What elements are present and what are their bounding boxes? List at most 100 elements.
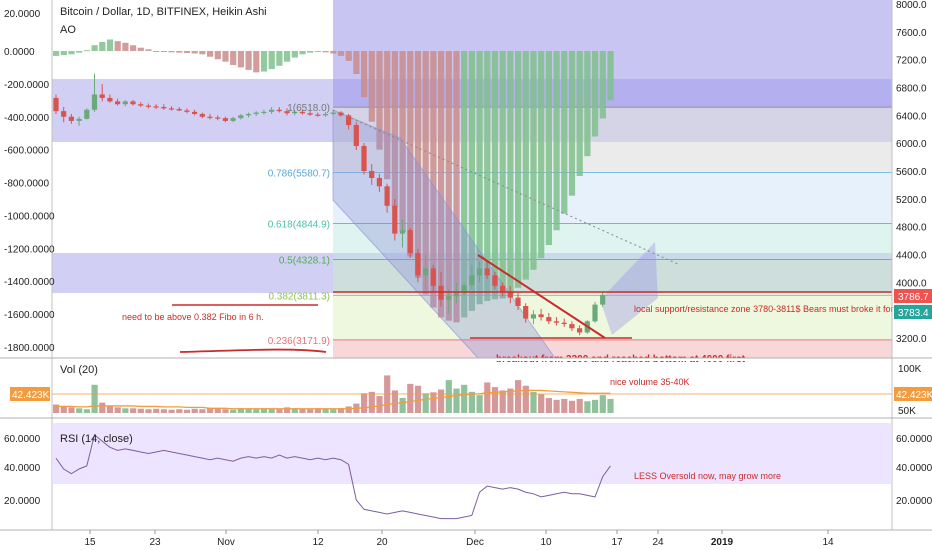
volume-bar xyxy=(337,408,345,413)
candle-body xyxy=(546,317,552,322)
ao-bar xyxy=(268,51,275,70)
time-tick-label: 23 xyxy=(149,537,161,548)
candle-body xyxy=(245,113,252,116)
volume-bar xyxy=(230,409,237,413)
price-tag-upper: 3786.7 xyxy=(898,292,929,303)
candle-body xyxy=(461,285,467,293)
rsi-left-20: 20.0000 xyxy=(4,496,41,507)
candle-body xyxy=(292,111,298,114)
ao-bar xyxy=(76,51,83,53)
ao-bar xyxy=(337,51,345,56)
left-axis-tick: -800.0000 xyxy=(4,179,49,190)
candle-body xyxy=(353,125,359,146)
ao-bar xyxy=(545,51,552,246)
right-axis-tick: 7600.0 xyxy=(896,28,927,39)
volume-tag-left-bg xyxy=(10,387,50,401)
right-axis-tick: 5200.0 xyxy=(896,195,927,206)
volume-bar xyxy=(438,389,445,413)
volume-bar xyxy=(76,408,83,413)
candle-body xyxy=(392,205,398,234)
candle-body xyxy=(338,112,344,116)
volume-axis-50k: 50K xyxy=(898,406,916,417)
candle-body xyxy=(269,109,275,112)
rsi-left-40: 40.0000 xyxy=(4,463,41,474)
fib-level-label: 0.236(3171.9) xyxy=(268,336,330,347)
volume-bar xyxy=(422,393,429,413)
volume-bar xyxy=(561,398,568,413)
time-tick-label: 17 xyxy=(611,537,623,548)
candle-body xyxy=(446,296,452,300)
volume-tag-right: 42.423K xyxy=(896,390,932,401)
candle-body xyxy=(84,109,90,119)
ao-bar xyxy=(330,51,337,54)
volume-bar xyxy=(91,384,98,413)
volume-title: Vol (20) xyxy=(60,364,98,376)
ao-bar xyxy=(130,45,137,51)
price-candles xyxy=(53,73,606,336)
volume-bar xyxy=(276,409,283,413)
price-tag-lower-bg xyxy=(894,305,932,319)
time-axis[interactable]: 15 23 Nov 12 20 Dec 10 17 24 2019 14 xyxy=(84,530,834,548)
volume-bar xyxy=(468,391,475,413)
ao-bar xyxy=(83,50,90,52)
ao-bar xyxy=(607,51,614,101)
volume-bar xyxy=(345,406,352,413)
volume-bar xyxy=(476,395,483,413)
ao-bar xyxy=(160,51,167,52)
candle-body xyxy=(577,328,583,333)
ao-bar xyxy=(530,51,537,270)
main-panel[interactable]: 1(6518.0) 0.786(5580.7) 0.618(4844.9) 0.5(4… xyxy=(52,0,893,365)
volume-panel[interactable]: Vol (20) nice volume 35-40K 42.423K 42.4… xyxy=(10,364,932,417)
volume-bar xyxy=(399,397,406,413)
ao-bar xyxy=(553,51,560,231)
volume-bar xyxy=(284,407,291,413)
ao-bar xyxy=(368,51,375,122)
volume-bar xyxy=(307,409,314,413)
candle-body xyxy=(192,111,198,114)
ao-bar xyxy=(260,51,268,72)
left-axis-tick: -1600.0000 xyxy=(4,310,55,321)
candle-body xyxy=(330,112,336,114)
rsi-panel[interactable]: RSI (14, close) LESS Oversold now, may g… xyxy=(4,423,932,520)
left-axis-tick: -1400.0000 xyxy=(4,277,55,288)
volume-bar xyxy=(214,408,221,413)
volume-bars xyxy=(53,375,614,413)
candle-body xyxy=(515,297,521,306)
candle-body xyxy=(222,118,228,121)
candle-body xyxy=(553,321,560,323)
ao-bar xyxy=(322,51,329,53)
ao-bar xyxy=(522,51,529,280)
ao-bar xyxy=(353,51,360,75)
ao-bar xyxy=(168,51,175,53)
chart-title: Bitcoin / Dollar, 1D, BITFINEX, Heikin A… xyxy=(60,6,267,18)
fib-level-labels: 1(6518.0) 0.786(5580.7) 0.618(4844.9) 0.5(4… xyxy=(268,103,330,347)
candle-body xyxy=(76,118,82,121)
ao-indicator-label: AO xyxy=(60,24,76,36)
volume-bar xyxy=(168,409,175,413)
candle-body xyxy=(238,115,244,119)
volume-axis-100k: 100K xyxy=(898,364,922,375)
left-axis-tick: 0.0000 xyxy=(4,47,35,58)
ao-bar xyxy=(199,51,206,55)
volume-bar xyxy=(99,402,106,413)
volume-bar xyxy=(599,395,606,413)
ao-bar xyxy=(237,51,244,68)
candle-body xyxy=(453,292,459,297)
volume-bar xyxy=(361,393,368,413)
right-axis-tick: 4800.0 xyxy=(896,223,927,234)
ao-histogram xyxy=(53,39,614,323)
candle-body xyxy=(600,294,606,305)
volume-bar xyxy=(68,407,75,413)
candle-body xyxy=(276,109,282,112)
candle-body xyxy=(215,117,221,119)
candle-body xyxy=(153,106,159,108)
volume-bar xyxy=(122,408,129,413)
volume-bar xyxy=(237,408,244,413)
volume-bar xyxy=(53,404,60,413)
ao-bar xyxy=(153,51,160,52)
ao-bar xyxy=(491,51,499,300)
ao-bar xyxy=(137,47,144,51)
price-tag-upper-bg xyxy=(894,289,932,303)
volume-bar xyxy=(191,408,198,413)
ao-bar xyxy=(561,51,568,214)
